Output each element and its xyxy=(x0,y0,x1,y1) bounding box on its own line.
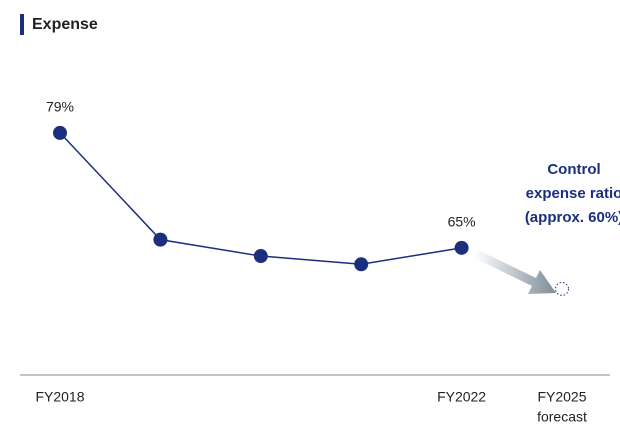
annotation: (approx. 60%) xyxy=(525,209,620,226)
series-line xyxy=(59,132,462,266)
data-point xyxy=(53,125,67,140)
data-point xyxy=(253,249,268,264)
data-point xyxy=(454,240,469,255)
x-tick-label: FY2018 xyxy=(35,389,84,405)
title-bar xyxy=(20,14,24,35)
x-tick-label: FY2025 xyxy=(537,389,586,405)
data-point xyxy=(153,232,168,247)
data-point xyxy=(354,257,369,272)
x-tick-note: forecast xyxy=(537,409,587,424)
trend-arrow xyxy=(474,250,556,294)
data-label: 65% xyxy=(448,214,476,230)
chart-title: Expense xyxy=(32,16,98,33)
annotation: expense ratio xyxy=(526,185,620,202)
x-tick-label: FY2022 xyxy=(437,389,486,405)
data-label: 79% xyxy=(46,99,74,115)
annotation: Control xyxy=(547,161,600,178)
forecast-point xyxy=(555,281,569,296)
